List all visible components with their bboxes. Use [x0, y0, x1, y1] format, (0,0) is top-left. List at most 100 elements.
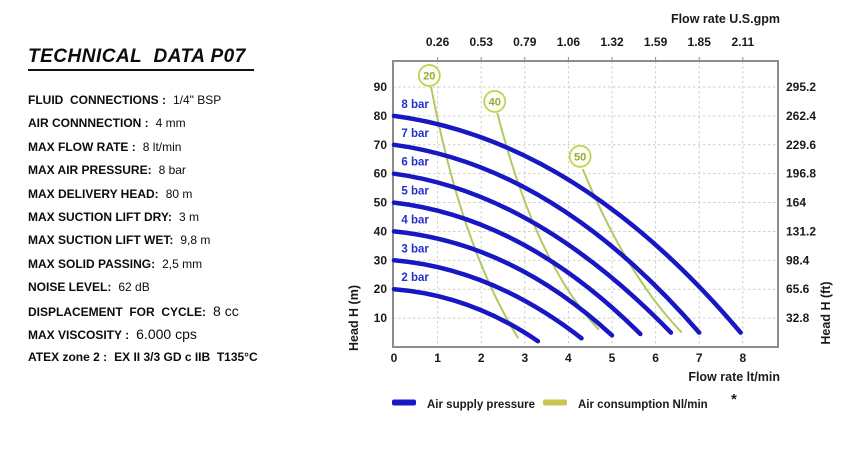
svg-text:70: 70	[374, 138, 388, 152]
svg-text:8: 8	[739, 351, 746, 365]
spec-value: 8 cc	[213, 302, 239, 319]
spec-label: DISPLACEMENT FOR CYCLE:	[28, 304, 207, 319]
svg-text:3: 3	[521, 351, 528, 365]
spec-label: MAX FLOW RATE :	[28, 139, 136, 154]
svg-text:2: 2	[478, 351, 485, 365]
svg-text:164: 164	[786, 196, 806, 210]
svg-text:7: 7	[696, 351, 703, 365]
svg-text:295.2: 295.2	[786, 80, 816, 94]
svg-text:Air consumption Nl/min: Air consumption Nl/min	[578, 399, 708, 411]
svg-text:20: 20	[423, 70, 435, 82]
spec-value: 8 lt/min	[142, 139, 182, 154]
spec-row: NOISE LEVEL: 62 dB	[28, 276, 340, 299]
spec-label: ATEX zone 2 :	[28, 350, 108, 365]
svg-text:20: 20	[374, 282, 388, 296]
svg-text:32.8: 32.8	[786, 311, 810, 325]
svg-text:1.32: 1.32	[600, 35, 624, 49]
spec-value: 62 dB	[118, 280, 150, 295]
spec-label: MAX VISCOSITY :	[28, 327, 130, 342]
spec-row: MAX FLOW RATE : 8 lt/min	[28, 136, 340, 159]
spec-value: 3 m	[179, 209, 200, 224]
svg-text:Head H (m): Head H (m)	[347, 285, 361, 351]
spec-row: ATEX zone 2 : EX II 3/3 GD c IIB T135°C	[28, 346, 340, 369]
plot-frame	[392, 57, 779, 348]
svg-text:0: 0	[391, 351, 398, 365]
spec-label: NOISE LEVEL:	[28, 280, 112, 295]
axis-labels: 0.26 0.53 0.79 1.06 1.32 1.59 1.85 2.11 0 1 2 3 4 5 6 7…	[374, 35, 817, 365]
svg-text:229.6: 229.6	[786, 138, 816, 152]
spec-value: 6.000 cps	[136, 325, 197, 342]
svg-text:4 bar: 4 bar	[401, 214, 429, 226]
spec-row: AIR CONNNECTION : 4 mm	[28, 112, 340, 135]
svg-text:5: 5	[609, 351, 616, 365]
axis-titles: Flow rate U.S.gpm Flow rate lt/min Head H …	[347, 12, 833, 384]
svg-text:0.53: 0.53	[470, 35, 494, 49]
svg-text:50: 50	[374, 196, 388, 210]
svg-text:2.11: 2.11	[731, 35, 754, 49]
air-supply-curves: 2 bar 3 bar 4 bar 5 bar 6 bar 7 bar 8 bar	[391, 99, 743, 344]
svg-text:Head H (ft): Head H (ft)	[819, 281, 833, 344]
svg-text:4: 4	[565, 351, 572, 365]
spec-label: MAX SUCTION LIFT DRY:	[28, 209, 172, 224]
svg-text:40: 40	[374, 224, 388, 238]
svg-text:*: *	[731, 391, 737, 408]
svg-text:0.79: 0.79	[513, 35, 537, 49]
spec-value: 4 mm	[155, 116, 186, 131]
spec-row: MAX VISCOSITY : 6.000 cps	[28, 323, 340, 346]
spec-row: FLUID CONNECTIONS : 1/4" BSP	[28, 89, 340, 112]
technical-data-panel: TECHNICAL DATA P07 FLUID CONNECTIONS : 1/…	[28, 46, 340, 370]
air-consumption-lines: 20 40 50	[417, 64, 683, 339]
svg-text:60: 60	[374, 167, 388, 181]
svg-text:2 bar: 2 bar	[401, 272, 429, 284]
grid	[393, 61, 778, 347]
svg-text:8 bar: 8 bar	[401, 99, 429, 111]
svg-text:50: 50	[574, 151, 586, 163]
svg-text:1.59: 1.59	[644, 35, 668, 49]
spec-value: 1/4" BSP	[173, 93, 222, 107]
svg-text:10: 10	[374, 311, 388, 325]
spec-label: MAX SUCTION LIFT WET:	[28, 233, 174, 248]
svg-text:6: 6	[652, 351, 659, 365]
spec-row: MAX DELIVERY HEAD: 80 m	[28, 183, 340, 206]
spec-value: EX II 3/3 GD c IIB T135°C	[114, 350, 258, 365]
svg-text:1: 1	[434, 351, 441, 365]
svg-text:262.4: 262.4	[786, 109, 816, 123]
svg-text:90: 90	[374, 80, 388, 94]
spec-value: 2,5 mm	[162, 256, 203, 271]
svg-text:Flow rate lt/min: Flow rate lt/min	[688, 370, 780, 384]
svg-text:3 bar: 3 bar	[401, 243, 429, 255]
spec-row: MAX SOLID PASSING: 2,5 mm	[28, 253, 340, 276]
svg-text:1.85: 1.85	[688, 35, 712, 49]
svg-text:6 bar: 6 bar	[401, 157, 429, 169]
svg-text:30: 30	[374, 253, 388, 267]
svg-text:Flow rate U.S.gpm: Flow rate U.S.gpm	[671, 12, 780, 26]
spec-label: MAX SOLID PASSING:	[28, 256, 156, 271]
svg-text:1.06: 1.06	[557, 35, 581, 49]
svg-text:98.4: 98.4	[786, 253, 810, 267]
spec-value: 8 bar	[158, 163, 186, 178]
spec-label: AIR CONNNECTION :	[28, 116, 149, 131]
legend: Air supply pressure Air consumption Nl/mi…	[392, 391, 737, 411]
svg-text:Air supply pressure: Air supply pressure	[427, 399, 535, 411]
performance-curves-svg: 0.26 0.53 0.79 1.06 1.32 1.59 1.85 2.11 0 1 2 3 4 5 6 7…	[347, 12, 833, 411]
svg-text:65.6: 65.6	[786, 282, 810, 296]
svg-text:131.2: 131.2	[786, 224, 816, 238]
spec-row: MAX SUCTION LIFT WET: 9,8 m	[28, 229, 340, 252]
spec-value: 80 m	[165, 186, 193, 201]
spec-row: DISPLACEMENT FOR CYCLE: 8 cc	[28, 300, 340, 323]
svg-text:196.8: 196.8	[786, 167, 816, 181]
spec-label: FLUID CONNECTIONS :	[28, 93, 166, 107]
spec-list: FLUID CONNECTIONS : 1/4" BSP AIR CONNNECT…	[28, 89, 340, 370]
page-title: TECHNICAL DATA P07	[28, 46, 254, 71]
svg-text:7 bar: 7 bar	[401, 128, 429, 140]
svg-text:40: 40	[489, 96, 501, 108]
spec-value: 9,8 m	[180, 233, 211, 248]
spec-label: MAX AIR PRESSURE:	[28, 163, 152, 178]
svg-text:80: 80	[374, 109, 388, 123]
spec-label: MAX DELIVERY HEAD:	[28, 186, 159, 201]
pump-performance-chart: 0.26 0.53 0.79 1.06 1.32 1.59 1.85 2.11 0 1 2 3 4 5 6 7…	[340, 0, 843, 446]
spec-row: MAX AIR PRESSURE: 8 bar	[28, 159, 340, 182]
svg-text:0.26: 0.26	[426, 35, 450, 49]
svg-text:5 bar: 5 bar	[401, 186, 429, 198]
spec-row: MAX SUCTION LIFT DRY: 3 m	[28, 206, 340, 229]
